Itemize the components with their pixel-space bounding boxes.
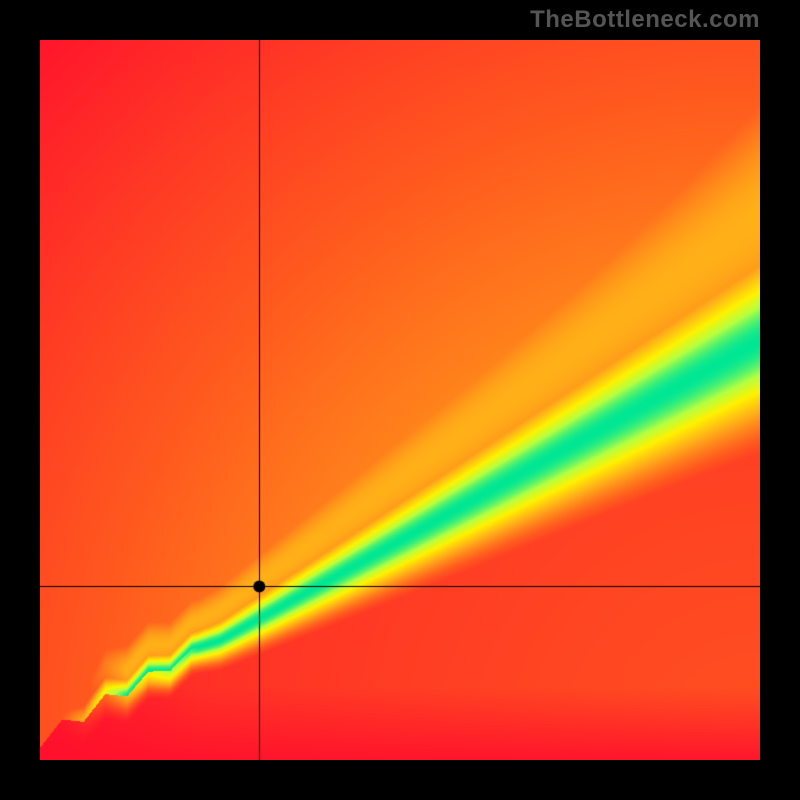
bottleneck-heatmap [40,40,760,760]
chart-container: { "watermark": { "text": "TheBottleneck.… [0,0,800,800]
watermark-text: TheBottleneck.com [530,6,760,34]
